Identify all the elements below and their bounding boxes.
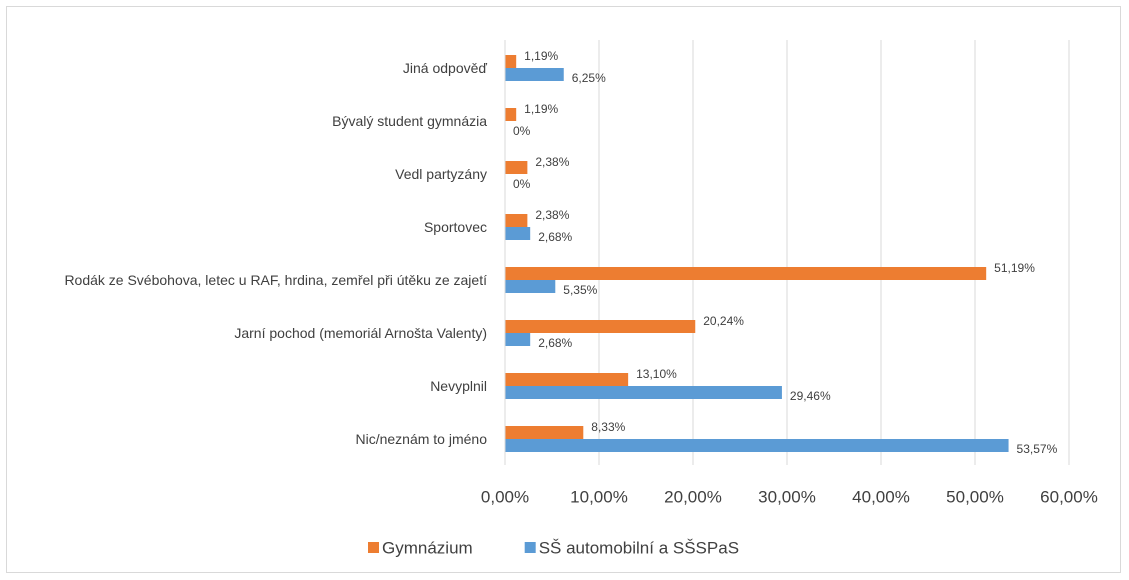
y-tick-label: Sportovec bbox=[423, 219, 487, 235]
data-label: 29,46% bbox=[790, 389, 831, 403]
y-tick-label: Bývalý student gymnázia bbox=[332, 113, 487, 129]
y-tick-label: Nevyplnil bbox=[430, 378, 487, 394]
data-label: 20,24% bbox=[703, 314, 744, 328]
bar bbox=[505, 55, 517, 68]
data-label: 1,19% bbox=[524, 102, 558, 116]
data-label: 13,10% bbox=[636, 367, 677, 381]
legend-swatch bbox=[524, 542, 536, 553]
bar bbox=[505, 161, 528, 174]
x-tick-label: 0,00% bbox=[481, 487, 529, 506]
bar bbox=[505, 267, 987, 280]
legend-label: Gymnázium bbox=[382, 538, 473, 557]
legend-label: SŠ automobilní a SŠSPaS bbox=[539, 538, 739, 557]
data-label: 0% bbox=[513, 177, 531, 191]
x-tick-label: 20,00% bbox=[664, 487, 722, 506]
y-tick-label: Jarní pochod (memoriál Arnošta Valenty) bbox=[234, 325, 487, 341]
bar bbox=[505, 386, 782, 399]
x-tick-label: 30,00% bbox=[758, 487, 816, 506]
data-label: 2,38% bbox=[535, 155, 569, 169]
x-tick-label: 40,00% bbox=[852, 487, 910, 506]
bar bbox=[505, 320, 696, 333]
chart-border bbox=[6, 6, 1121, 573]
data-label: 2,68% bbox=[538, 230, 572, 244]
bar bbox=[505, 108, 517, 121]
bar bbox=[505, 426, 584, 439]
bar bbox=[505, 68, 564, 81]
x-tick-label: 10,00% bbox=[570, 487, 628, 506]
bar bbox=[505, 333, 531, 346]
data-label: 1,19% bbox=[524, 49, 558, 63]
data-label: 5,35% bbox=[563, 283, 597, 297]
data-label: 2,68% bbox=[538, 336, 572, 350]
bar bbox=[505, 280, 556, 293]
data-label: 2,38% bbox=[535, 208, 569, 222]
bar bbox=[505, 214, 528, 227]
x-tick-label: 60,00% bbox=[1040, 487, 1098, 506]
bar bbox=[505, 439, 1009, 452]
data-label: 6,25% bbox=[572, 71, 606, 85]
y-tick-label: Nic/neznám to jméno bbox=[355, 431, 487, 447]
x-tick-label: 50,00% bbox=[946, 487, 1004, 506]
bar bbox=[505, 227, 531, 240]
data-label: 51,19% bbox=[994, 261, 1035, 275]
data-label: 53,57% bbox=[1017, 442, 1058, 456]
y-tick-label: Jiná odpověď bbox=[402, 60, 487, 76]
data-label: 8,33% bbox=[591, 420, 625, 434]
data-label: 0% bbox=[513, 124, 531, 138]
legend-swatch bbox=[368, 542, 379, 553]
bar bbox=[505, 373, 629, 386]
y-tick-label: Vedl partyzány bbox=[395, 166, 487, 182]
y-tick-label: Rodák ze Svébohova, letec u RAF, hrdina,… bbox=[64, 272, 487, 288]
